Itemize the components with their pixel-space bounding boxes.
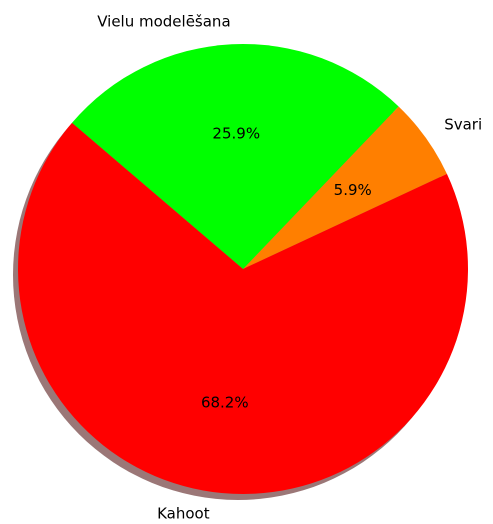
slice-label: Vielu modelēšana xyxy=(97,12,230,30)
pie-slice xyxy=(243,106,447,269)
pie-slice xyxy=(71,43,399,269)
slice-percent: 25.9% xyxy=(212,125,260,143)
pie-slice xyxy=(18,122,469,494)
slice-percent: 5.9% xyxy=(334,181,372,199)
slice-label: Svari xyxy=(444,115,482,133)
slice-label: Kahoot xyxy=(157,505,210,523)
slice-percent: 68.2% xyxy=(201,393,249,411)
